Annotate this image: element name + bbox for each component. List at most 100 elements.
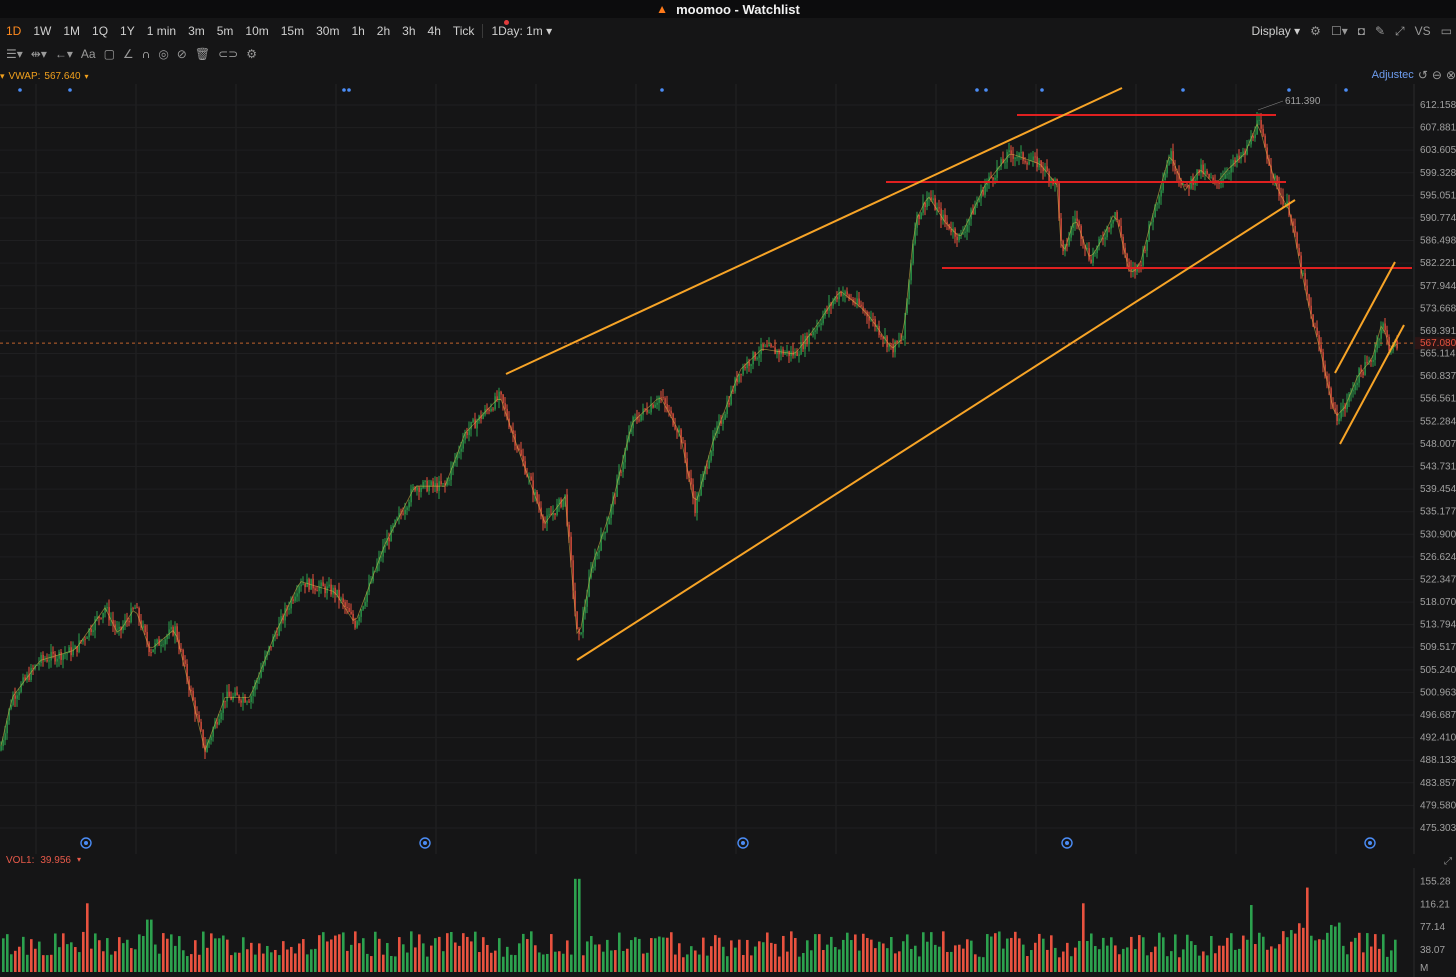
link-icon[interactable]: ⊂⊃ (218, 47, 239, 61)
event-marker-dot[interactable] (1040, 88, 1044, 92)
menu-icon[interactable]: ☰▾ (6, 47, 23, 61)
line-icon[interactable]: ∠ (122, 47, 134, 61)
arrow-icon[interactable]: ←▾ (54, 47, 73, 61)
timeframe-30m[interactable]: 30m (316, 24, 340, 38)
volume-bar-down (694, 950, 697, 972)
volume-bar-up (686, 954, 689, 972)
camera-icon[interactable]: ◘ (1357, 24, 1365, 38)
volume-chart[interactable]: 155.28 116.21 77.14 38.07 M (0, 868, 1456, 977)
timeframe-1-min[interactable]: 1 min (146, 24, 177, 38)
draw-icon[interactable]: ✎ (1374, 24, 1386, 38)
event-icon[interactable] (80, 837, 92, 849)
range-select[interactable]: 1Day: 1m ▾ (491, 24, 553, 38)
expand-icon[interactable]: ⤢ (1444, 856, 1452, 867)
volume-indicator[interactable]: VOL1: 39.956 ▾ (6, 855, 81, 866)
settings-icon[interactable]: ⚙ (1310, 24, 1321, 38)
volume-bar-up (570, 954, 573, 972)
timeframe-2h[interactable]: 2h (376, 24, 391, 38)
timeframe-3h[interactable]: 3h (402, 24, 416, 38)
event-marker-dot[interactable] (347, 88, 351, 92)
chevron-down-icon[interactable]: ▾ (0, 70, 5, 81)
volume-bar-down (898, 951, 901, 972)
event-icon[interactable] (737, 837, 749, 849)
comment-icon[interactable]: ▢ (103, 47, 115, 61)
volume-bar-down (34, 948, 37, 972)
event-marker-dot[interactable] (975, 88, 979, 92)
timeframe-1q[interactable]: 1Q (92, 24, 109, 38)
trend-line[interactable] (505, 87, 1123, 375)
timeframe-1m[interactable]: 1M (63, 24, 81, 38)
candle-body-down (150, 651, 152, 653)
volume-caret-icon[interactable]: ▾ (76, 855, 81, 864)
window-icon[interactable]: ▭ (1440, 24, 1452, 38)
event-icon[interactable] (1364, 837, 1376, 849)
event-marker-dot[interactable] (1181, 88, 1185, 92)
moomoo-logo-icon: ▲ (656, 2, 669, 16)
candle-body-down (1306, 285, 1308, 295)
event-icon[interactable] (1061, 837, 1073, 849)
trend-line[interactable] (1339, 324, 1405, 445)
fit-icon[interactable]: ⇹▾ (30, 47, 47, 61)
volume-bar-down (462, 933, 465, 972)
hide-icon[interactable]: ⊘ (176, 47, 187, 61)
candle-body-down (860, 304, 862, 307)
event-marker-dot[interactable] (1344, 88, 1348, 92)
candle-body-down (414, 487, 416, 491)
candle-body-up (606, 524, 608, 532)
candle-body-down (890, 343, 892, 345)
candle-body-down (1234, 160, 1236, 163)
volume-bar-down (738, 939, 741, 972)
candle-body-down (1202, 164, 1204, 175)
timeframe-4h[interactable]: 4h (427, 24, 441, 38)
event-icon[interactable] (419, 837, 431, 849)
timeframe-1w[interactable]: 1W (33, 24, 52, 38)
candle-body-down (1012, 154, 1014, 159)
timeframe-10m[interactable]: 10m (245, 24, 269, 38)
event-marker-dot[interactable] (18, 88, 22, 92)
timeframe-5m[interactable]: 5m (216, 24, 234, 38)
volume-bar-down (1318, 939, 1321, 972)
gear-icon[interactable]: ⚙ (246, 47, 257, 61)
candle-body-up (482, 414, 484, 419)
fullscreen-icon[interactable]: ⤢ (1395, 23, 1405, 38)
candle-body-up (64, 653, 66, 655)
timeframe-1h[interactable]: 1h (351, 24, 365, 38)
volume-bar-down (346, 950, 349, 972)
vwap-caret-icon[interactable]: ▾ (84, 71, 89, 81)
display-button[interactable]: Display ▾ (1251, 24, 1301, 38)
timeframe-1d[interactable]: 1D (6, 24, 22, 38)
volume-bar-up (46, 955, 49, 972)
close-icon[interactable]: ⊗ (1445, 68, 1456, 82)
event-marker-dot[interactable] (342, 88, 346, 92)
reset-icon[interactable]: ↺ (1417, 68, 1428, 82)
candle-body-down (330, 584, 332, 595)
candle-body-down (1078, 221, 1080, 226)
vwap-indicator[interactable]: ▾ VWAP: 567.640 ▾ (0, 69, 89, 83)
timeframe-15m[interactable]: 15m (280, 24, 305, 38)
trash-icon[interactable]: 🗑 (194, 47, 211, 61)
adjust-menu[interactable]: Adjustec ↺ ⊖ ⊗ (1372, 68, 1456, 82)
candle-body-down (530, 476, 532, 481)
vs-button[interactable]: VS (1414, 24, 1431, 38)
candle-body-up (66, 652, 68, 654)
trend-line[interactable] (576, 199, 1296, 661)
timeframe-1y[interactable]: 1Y (120, 24, 135, 38)
event-marker-dot[interactable] (984, 88, 988, 92)
layout-icon[interactable]: ☐▾ (1330, 24, 1348, 38)
eye-icon[interactable]: ◎ (158, 47, 169, 61)
event-marker-dot[interactable] (660, 88, 664, 92)
price-chart[interactable]: 612.158 607.881 603.605 599.328 595.051 590.7… (0, 84, 1456, 854)
timeframe-3m[interactable]: 3m (188, 24, 205, 38)
text-icon[interactable]: Aa (80, 47, 96, 61)
event-icon-dot (1368, 841, 1372, 845)
candle-body-down (1212, 177, 1214, 181)
candle-body-up (656, 402, 658, 405)
timeframe-tick[interactable]: Tick (452, 24, 475, 38)
magnet-icon[interactable]: ∩ (141, 47, 151, 61)
minus-icon[interactable]: ⊖ (1431, 68, 1442, 82)
trend-line[interactable] (1334, 261, 1396, 374)
candle-body-up (472, 419, 474, 423)
event-marker-dot[interactable] (1287, 88, 1291, 92)
adjust-label[interactable]: Adjustec (1371, 69, 1414, 81)
event-marker-dot[interactable] (68, 88, 72, 92)
